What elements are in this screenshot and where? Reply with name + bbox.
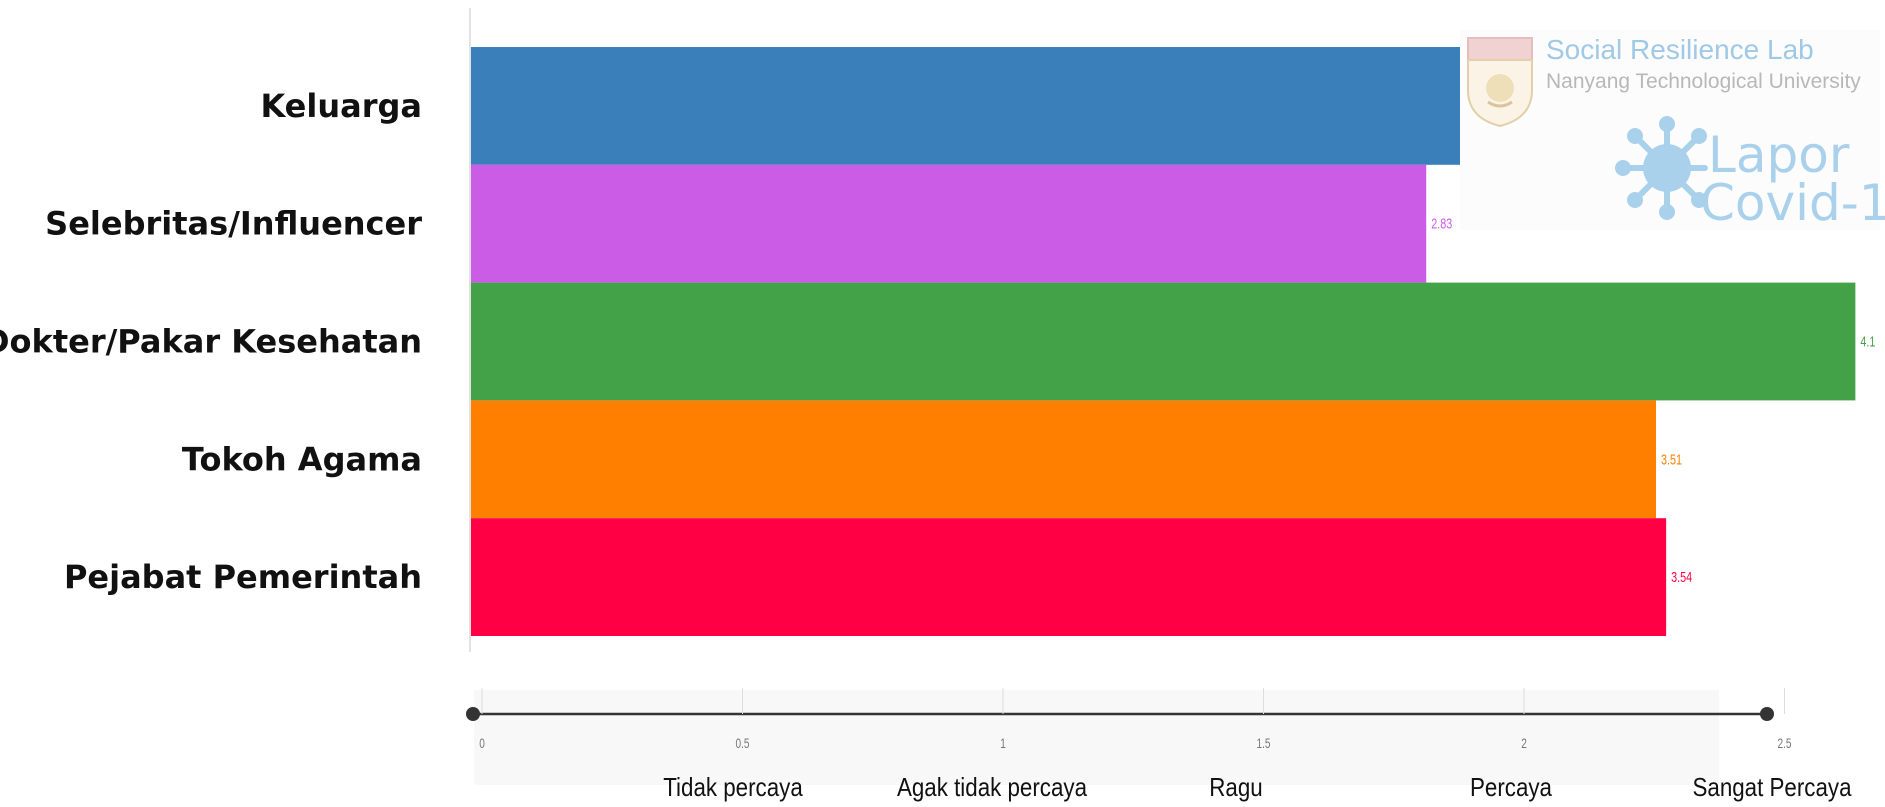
scale-label-1: Agak tidak percaya xyxy=(897,773,1088,802)
bar-2 xyxy=(470,282,1856,401)
bar-3 xyxy=(470,400,1657,519)
category-label-0: Keluarga xyxy=(260,87,422,125)
scale-tick-label-2: 1 xyxy=(1000,735,1006,751)
bar-1 xyxy=(470,164,1427,283)
lab-name: Social Resilience Lab xyxy=(1546,34,1814,65)
bar-0 xyxy=(470,47,1596,165)
virus-icon xyxy=(1615,116,1708,220)
scale-tick-label-1: 0.5 xyxy=(735,735,749,751)
category-label-4: Pejabat Pemerintah xyxy=(64,558,422,596)
value-label-2: 4.1 xyxy=(1860,333,1875,350)
brand-name-line1: Lapor xyxy=(1708,126,1850,184)
value-label-1: 2.83 xyxy=(1431,215,1452,232)
scale-label-3: Percaya xyxy=(1470,773,1552,802)
bar-4 xyxy=(470,518,1667,636)
scale-tick-label-5: 2.5 xyxy=(1777,735,1791,751)
scale-axis-start-dot xyxy=(466,707,480,721)
value-label-4: 3.54 xyxy=(1671,568,1692,585)
university-name: Nanyang Technological University xyxy=(1546,70,1861,93)
scale-label-2: Ragu xyxy=(1209,773,1262,802)
scale-tick-label-4: 2 xyxy=(1521,735,1527,751)
axis-layer: Keluarga3.33Selebritas/Influencer2.83Dok… xyxy=(0,8,1875,802)
category-label-1: Selebritas/Influencer xyxy=(45,205,422,243)
scale-label-0: Tidak percaya xyxy=(663,773,803,802)
bars-layer xyxy=(470,47,1856,636)
university-crest-icon xyxy=(1467,37,1533,128)
scale-tick-label-3: 1.5 xyxy=(1256,735,1270,751)
brand-name-line2: Covid-19 xyxy=(1700,174,1885,232)
category-label-3: Tokoh Agama xyxy=(182,440,422,478)
scale-label-4: Sangat Percaya xyxy=(1692,773,1851,802)
logo-watermark: Social Resilience Lab Nanyang Technologi… xyxy=(1460,30,1885,230)
scale-axis-end-dot xyxy=(1760,707,1774,721)
category-label-2: Dokter/Pakar Kesehatan xyxy=(0,323,422,361)
scale-tick-label-0: 0 xyxy=(479,735,485,751)
value-label-3: 3.51 xyxy=(1661,451,1682,468)
scale-axis-band xyxy=(474,690,1719,785)
